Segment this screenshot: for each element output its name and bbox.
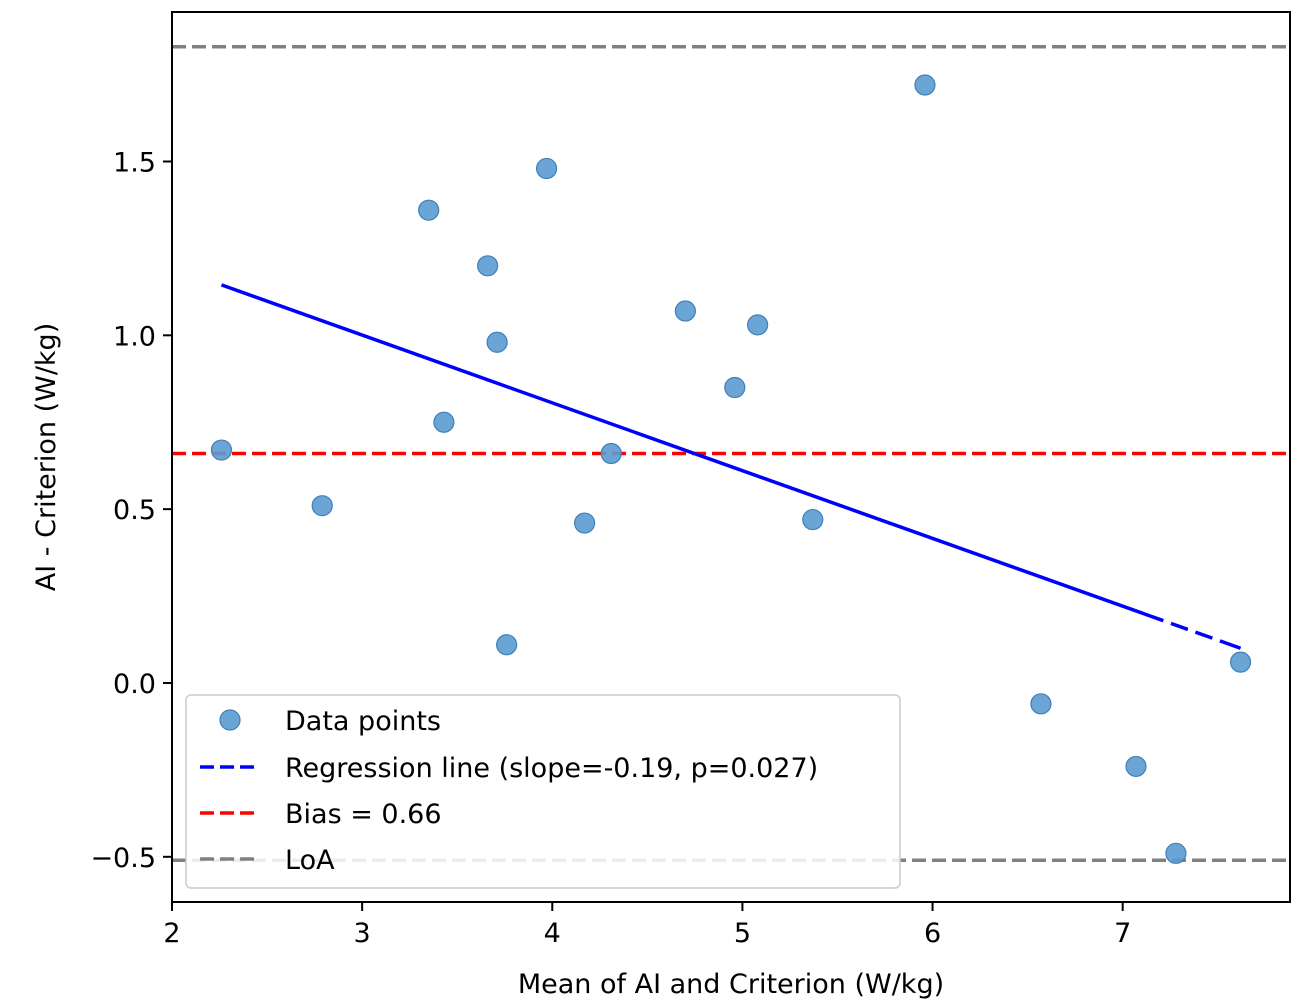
x-tick-label: 3 [354,918,371,949]
data-point [418,199,440,221]
data-point [573,512,596,534]
y-axis-label: AI - Criterion (W/kg) [31,323,62,591]
plot-area [172,45,1290,864]
y-tick-label: 0.0 [113,669,156,700]
data-point [311,495,333,517]
legend-label-regression: Regression line (slope=-0.19, p=0.027) [285,753,818,784]
data-point [496,634,518,656]
legend-marker-data-points [219,709,241,731]
data-point [674,300,696,322]
data-point [210,439,233,461]
y-tick-label: −0.5 [90,843,156,874]
axes: 2 3 4 5 6 7 −0.5 0.0 0.5 1.0 1.5 [90,11,1291,949]
regression-line [220,283,1242,650]
data-point [1165,842,1187,864]
legend-box [185,694,901,889]
data-point [747,314,769,336]
legend: Data points Regression line (slope=-0.19… [185,694,901,889]
x-axis-label: Mean of AI and Criterion (W/kg) [518,969,944,1000]
legend-label-bias: Bias = 0.66 [285,799,442,830]
data-point [802,508,824,531]
data-point [724,376,746,399]
x-tick-label: 5 [734,918,751,949]
data-point [535,157,558,180]
x-tick-label: 2 [163,918,180,949]
legend-label-data-points: Data points [285,706,441,737]
legend-label-loa: LoA [285,845,335,876]
y-tick-label: 1.0 [113,321,156,352]
x-tick-label: 7 [1114,918,1131,949]
plot-frame [171,11,1291,903]
y-tick-label: 0.5 [113,495,156,526]
data-point [433,411,455,433]
data-point [1229,651,1252,673]
x-tick-label: 4 [544,918,561,949]
data-point [1030,693,1052,715]
y-tick-label: 1.5 [113,147,156,178]
data-point [1125,755,1147,778]
data-point [600,442,622,465]
x-tick-label: 6 [924,918,941,949]
data-point [486,331,508,353]
data-point [914,74,936,96]
data-point [477,255,499,277]
